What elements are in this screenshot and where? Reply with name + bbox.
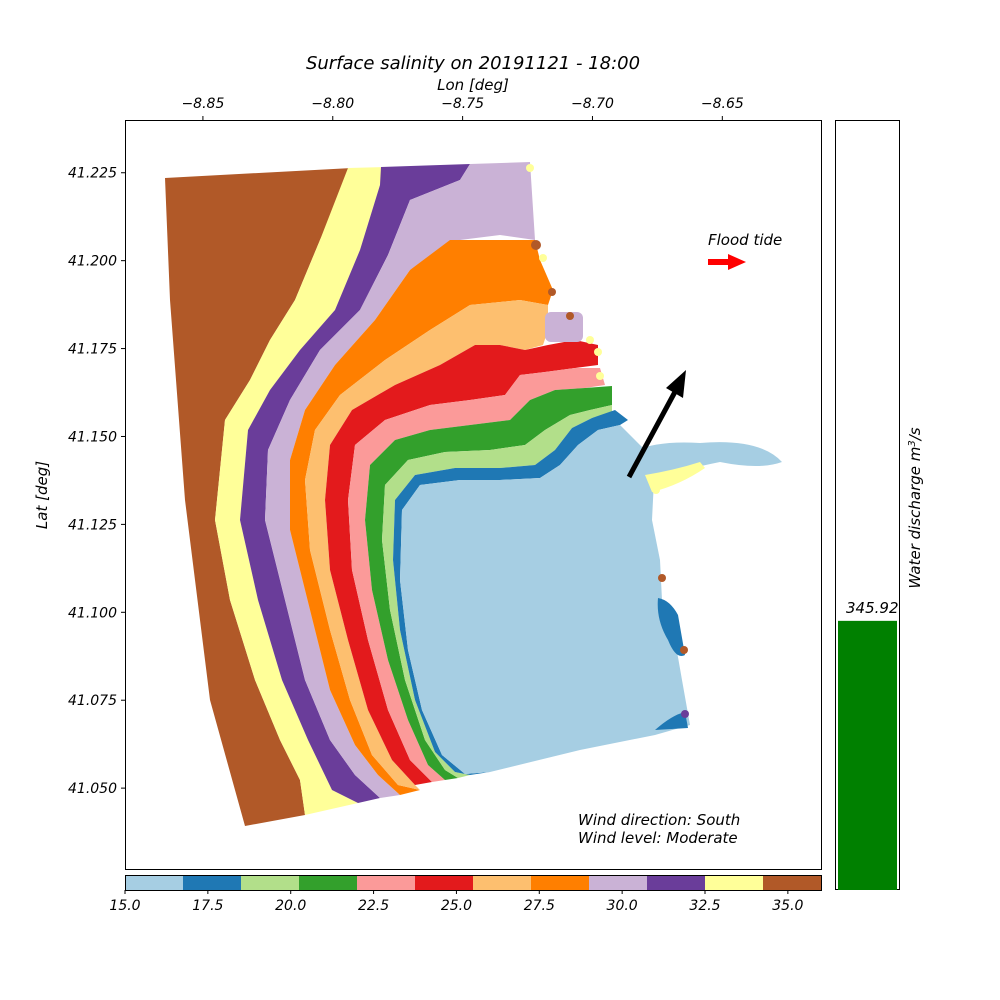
coastal-dot	[596, 372, 604, 380]
chart-title: Surface salinity on 20191121 - 18:00	[306, 53, 640, 74]
coastal-dot	[539, 254, 547, 262]
discharge-bar	[838, 620, 897, 890]
coastal-strip-south	[655, 712, 688, 730]
axes: −8.85 −8.80 −8.75 −8.70 −8.65 41.050 41.075 41.…	[68, 96, 744, 797]
discharge-value-label: 345.92	[846, 599, 899, 617]
salinity-band-27	[290, 240, 553, 795]
y-tick-label: 41.125	[68, 517, 117, 533]
y-tick-label: 41.100	[68, 605, 117, 621]
map-panel: Flood tide Wind direction: South Wind le…	[165, 162, 782, 847]
colorbar-segment	[705, 875, 764, 890]
colorbar: 15.0 17.5 20.0 22.5 25.0 27.5 30.0 32.5 35.0	[109, 875, 822, 914]
coastal-dot	[658, 574, 666, 582]
estuary-channel	[628, 442, 782, 480]
colorbar-frame	[125, 875, 822, 891]
colorbar-tick-label: 27.5	[524, 898, 555, 914]
coastal-dot	[681, 710, 689, 718]
wind-arrow-head	[666, 370, 686, 398]
wind-direction-label: Wind direction: South	[578, 811, 740, 829]
coastal-dot	[531, 240, 541, 250]
plot-frame	[125, 120, 822, 870]
coastal-dot	[548, 288, 556, 296]
colorbar-segment	[125, 875, 184, 890]
salinity-band-15	[400, 425, 690, 774]
colorbar-tick-label: 22.5	[358, 898, 389, 914]
y-tick-label: 41.175	[68, 342, 117, 358]
y-tick-label: 41.150	[68, 429, 117, 445]
y-tick-label: 41.200	[68, 254, 117, 270]
salinity-band-26	[305, 300, 548, 790]
colorbar-segment	[357, 875, 416, 890]
colorbar-segment	[299, 875, 358, 890]
flood-tide-arrow	[708, 254, 746, 270]
coastal-strip	[657, 598, 685, 656]
colorbar-segment	[763, 875, 822, 890]
y-tick-label: 41.225	[68, 166, 117, 182]
coastal-dot	[586, 336, 594, 344]
colorbar-segment	[415, 875, 474, 890]
salinity-band-35	[165, 168, 352, 826]
colorbar-segment	[531, 875, 590, 890]
coastal-dot	[566, 312, 574, 320]
x-tick-label: −8.80	[311, 96, 354, 112]
x-tick-label: −8.75	[441, 96, 484, 112]
coastal-dot	[526, 164, 534, 172]
salinity-band-30	[265, 162, 535, 798]
discharge-axis-label: Water discharge m3/s	[906, 427, 924, 588]
wind-level-label: Wind level: Moderate	[578, 829, 738, 847]
colorbar-tick-label: 20.0	[275, 898, 306, 914]
x-tick-label: −8.85	[181, 96, 224, 112]
x-tick-label: −8.65	[701, 96, 744, 112]
y-tick-label: 41.050	[68, 781, 117, 797]
coastal-dot	[652, 486, 660, 494]
salinity-band-32	[240, 164, 470, 803]
coastal-dot	[680, 646, 688, 654]
colorbar-tick-label: 17.5	[192, 898, 223, 914]
colorbar-tick-label: 35.0	[772, 898, 803, 914]
colorbar-tick-label: 30.0	[607, 898, 638, 914]
wind-arrow-shaft	[626, 388, 679, 479]
colorbar-segment	[647, 875, 706, 890]
y-axis-label: Lat [deg]	[33, 461, 51, 529]
y-tick-label: 41.075	[68, 693, 117, 709]
colorbar-tick-label: 15.0	[109, 898, 140, 914]
colorbar-tick-label: 32.5	[689, 898, 720, 914]
flood-tide-label: Flood tide	[708, 231, 782, 249]
salinity-band-33	[215, 167, 385, 815]
colorbar-segment	[241, 875, 300, 890]
coastal-dot	[594, 348, 602, 356]
colorbar-tick-label: 25.0	[441, 898, 472, 914]
x-tick-label: −8.70	[571, 96, 614, 112]
colorbar-segment	[473, 875, 532, 890]
colorbar-segment	[183, 875, 242, 890]
colorbar-segment	[589, 875, 648, 890]
coastal-patch	[545, 312, 583, 342]
estuary-edge	[645, 462, 705, 492]
x-axis-label: Lon [deg]	[437, 76, 509, 94]
